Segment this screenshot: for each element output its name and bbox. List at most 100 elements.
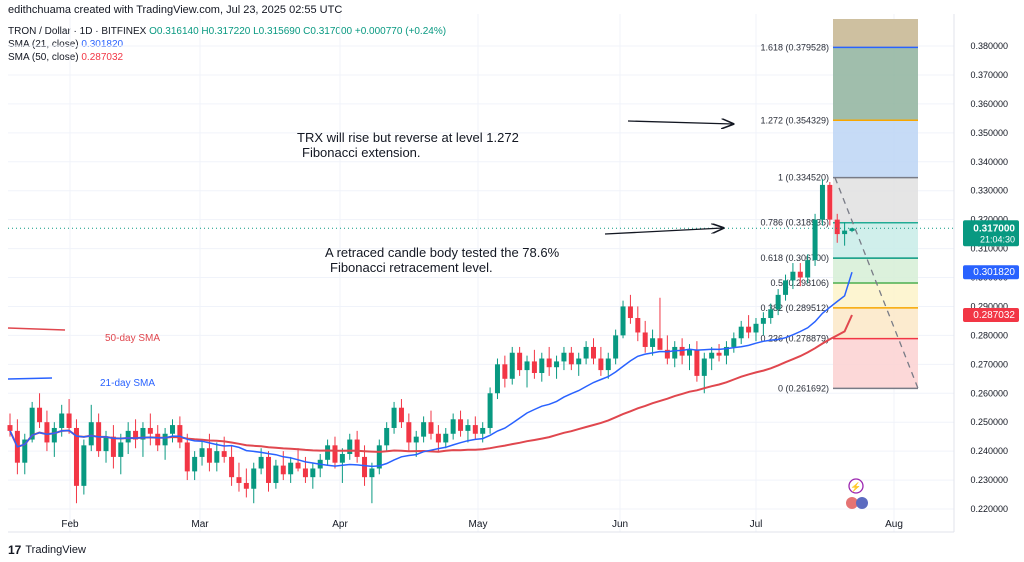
candle [701, 358, 707, 376]
price-tick-label: 0.330000 [970, 186, 1008, 196]
sma50-price-label: 0.287032 [973, 310, 1015, 321]
legend-symbol-row[interactable]: TRON / Dollar · 1D · BITFINEX O0.316140 … [8, 25, 446, 38]
price-tick-label: 0.380000 [970, 41, 1008, 51]
sma50-label: SMA (50, close) [8, 52, 79, 63]
candle [406, 422, 412, 443]
price-tick-label: 0.370000 [970, 70, 1008, 80]
fib-zone [833, 47, 918, 121]
sma50-legend-line [7, 327, 66, 331]
candle [443, 433, 449, 443]
candle [650, 338, 656, 347]
tradingview-logo-icon: 17 [8, 543, 22, 557]
candle [29, 407, 35, 440]
candle [81, 445, 87, 486]
candle [679, 346, 685, 356]
projection-line [834, 177, 919, 389]
candle [613, 335, 619, 359]
candle [672, 346, 678, 359]
candle [214, 451, 220, 463]
event-lightning-icon [848, 478, 864, 494]
candle [221, 451, 227, 457]
candle [192, 456, 198, 472]
symbol-label: TRON / Dollar · 1D · BITFINEX [8, 26, 147, 37]
candle [325, 445, 331, 460]
price-tick-label: 0.250000 [970, 417, 1008, 427]
candle [805, 260, 811, 278]
time-tick-label: Apr [332, 519, 348, 530]
candle [155, 433, 161, 446]
candle [133, 430, 139, 440]
chart-legend: TRON / Dollar · 1D · BITFINEX O0.316140 … [8, 25, 446, 64]
candle [635, 318, 641, 333]
candle [605, 358, 611, 371]
fib-level-label: 0.382 (0.289512) [760, 303, 829, 313]
candle [147, 427, 153, 434]
price-tick-label: 0.230000 [970, 475, 1008, 485]
candle [110, 436, 116, 457]
candle [731, 338, 737, 347]
price-tick-label: 0.240000 [970, 446, 1008, 456]
time-tick-label: Aug [885, 519, 903, 530]
candle [73, 427, 79, 486]
candle [44, 422, 50, 443]
candle [590, 346, 596, 359]
candle [687, 349, 693, 356]
candle [790, 271, 796, 281]
candle [494, 364, 500, 394]
time-tick-label: Jul [750, 519, 763, 530]
price-tick-label: 0.350000 [970, 128, 1008, 138]
time-tick-label: May [469, 519, 488, 530]
chart-attribution: edithchuama created with TradingView.com… [8, 4, 343, 16]
candle [37, 407, 43, 423]
fib-zone [833, 282, 918, 308]
candle [568, 352, 574, 365]
candle [768, 309, 774, 319]
sma21-line [9, 271, 853, 468]
retracement-note-line1: A retraced candle body tested the 78.6% [325, 245, 560, 260]
candle [598, 358, 604, 371]
candle [177, 425, 183, 443]
fib-level-label: 0.618 (0.306700) [760, 253, 829, 263]
sma21-value: 0.301820 [81, 39, 124, 50]
extension-note-line2: Fibonacci extension. [302, 145, 421, 160]
candle [812, 219, 818, 261]
candle [243, 482, 249, 489]
fib-level-label: 0 (0.261692) [778, 383, 829, 393]
candle [664, 349, 670, 359]
candle [723, 346, 729, 356]
candle [583, 346, 589, 359]
candle [738, 326, 744, 339]
sma21-annotation: 21-day SMA [100, 378, 155, 389]
sma21-price-badge [963, 265, 1019, 280]
event-lightning-glyph: ⚡ [850, 481, 861, 493]
legend-sma50-row[interactable]: SMA (50, close) 0.287032 [8, 51, 446, 64]
candle [502, 364, 508, 379]
candle [642, 332, 648, 347]
price-tick-label: 0.320000 [970, 215, 1008, 225]
legend-sma21-row[interactable]: SMA (21, close) 0.301820 [8, 38, 446, 51]
sma50-value: 0.287032 [81, 52, 124, 63]
candle [694, 349, 700, 376]
candle [125, 430, 131, 443]
candle [22, 439, 28, 463]
candle [657, 338, 663, 350]
last-price-label: 0.317000 [973, 223, 1015, 234]
candle [354, 439, 360, 457]
candle [184, 442, 190, 472]
candle [458, 419, 464, 431]
candle [517, 352, 523, 371]
candle [206, 448, 212, 463]
candle [251, 468, 257, 489]
tradingview-branding[interactable]: 17 TradingView [8, 543, 86, 557]
fib-zone [833, 177, 918, 223]
candle [775, 294, 781, 310]
candle [339, 454, 345, 463]
extension-arrow [627, 121, 733, 124]
candle [51, 427, 57, 443]
candle [118, 442, 124, 457]
candle [384, 427, 390, 446]
extension-note-line1: TRX will rise but reverse at level 1.272 [297, 130, 519, 145]
candle [450, 419, 456, 434]
fib-level-label: 1.272 (0.354329) [760, 115, 829, 125]
